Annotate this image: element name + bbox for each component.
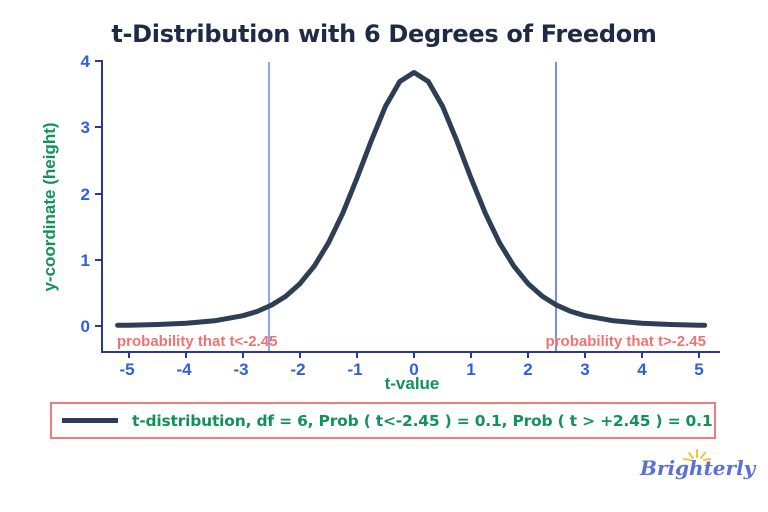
x-tick-label: -1: [347, 360, 362, 379]
t-distribution-curve: [115, 70, 708, 328]
legend: t-distribution, df = 6, Prob ( t<-2.45 )…: [50, 402, 716, 439]
x-tick-label: 2: [523, 360, 532, 379]
legend-line-swatch: [62, 418, 118, 423]
brand-logo: Brighterly: [640, 448, 755, 488]
x-tick-label: -3: [233, 360, 248, 379]
x-axis: [101, 351, 720, 358]
y-axis: [95, 60, 103, 353]
x-tick-label: 0: [409, 360, 418, 379]
sun-rays-icon: [683, 449, 711, 461]
y-tick-label: 0: [81, 317, 90, 336]
x-tick-label: 1: [466, 360, 475, 379]
legend-label: t-distribution, df = 6, Prob ( t<-2.45 )…: [132, 411, 713, 430]
x-tick-label: 4: [637, 360, 647, 379]
x-tick-label: -5: [119, 360, 134, 379]
right-tail-annotation: probability that t>-2.45: [546, 333, 706, 350]
y-tick-label: 2: [81, 185, 90, 204]
y-tick-label: 4: [81, 52, 91, 71]
x-tick-label: -4: [176, 360, 192, 379]
x-axis-title: t-value: [385, 374, 440, 393]
x-tick-label: 5: [694, 360, 703, 379]
brand-name: Brighterly: [640, 456, 756, 480]
y-tick-label: 3: [81, 118, 90, 137]
y-axis-title: y-coordinate (height): [40, 122, 59, 291]
x-tick-label: 3: [580, 360, 589, 379]
x-tick-label: -2: [290, 360, 305, 379]
left-tail-annotation: probability that t<-2.45: [117, 333, 277, 350]
chart-title: t-Distribution with 6 Degrees of Freedom: [111, 20, 657, 48]
y-tick-label: 1: [81, 251, 90, 270]
